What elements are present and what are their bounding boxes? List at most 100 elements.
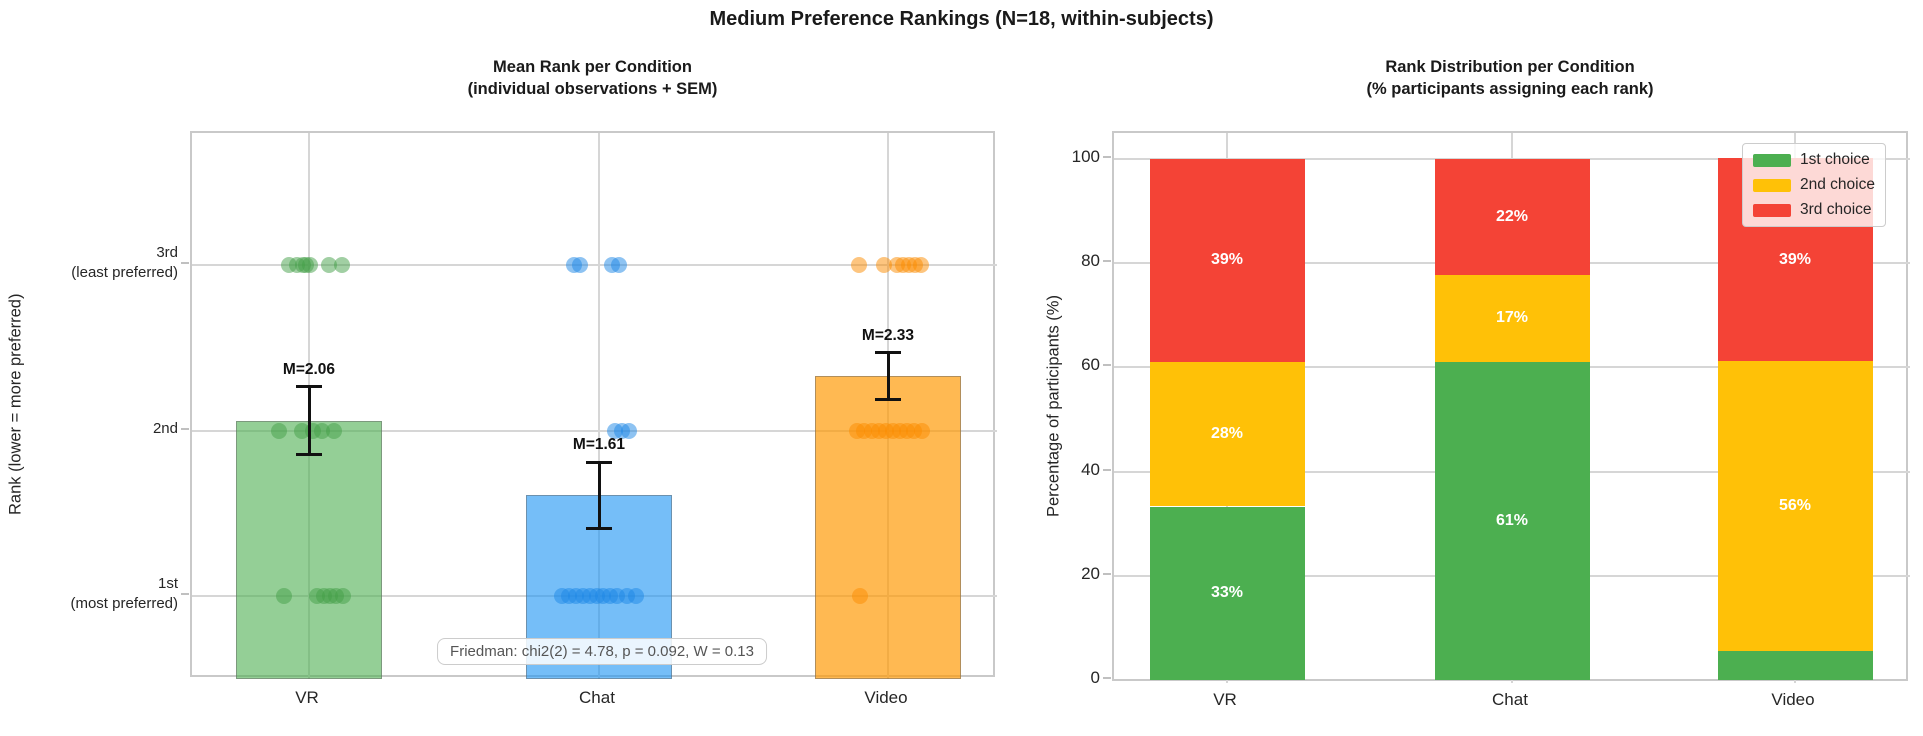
segment-video-1st (1717, 650, 1873, 680)
left-chart-title-line1: Mean Rank per Condition (493, 58, 692, 76)
mean-rank-axes: Friedman: chi2(2) = 4.78, p = 0.092, W =… (190, 131, 997, 679)
segment-label: 22% (1495, 207, 1529, 225)
mean-label: M=2.33 (861, 326, 915, 344)
xtick-label: Chat (1492, 690, 1528, 709)
y-tick-mark (1103, 677, 1111, 679)
observation-dot (628, 588, 644, 605)
segment-label: 33% (1210, 584, 1244, 602)
segment-label: 39% (1778, 250, 1812, 268)
xtick-label: Video (1771, 690, 1815, 709)
ytick-label: 80 (1081, 251, 1100, 271)
error-bar (597, 462, 601, 529)
right-chart-title: Rank Distribution per Condition (% parti… (1112, 56, 1908, 100)
legend: 1st choice 2nd choice 3rd choice (1742, 143, 1886, 227)
ytick-label: 0 (1090, 668, 1100, 687)
legend-entry-label: 1st choice (1800, 151, 1870, 168)
y-tick-mark (181, 262, 189, 265)
segment-vr-3rd (1149, 159, 1305, 362)
observation-dot (621, 422, 637, 439)
mean-label: M=2.06 (282, 360, 336, 378)
figure-title: Medium Preference Rankings (N=18, within… (709, 8, 1214, 30)
observation-dot (611, 257, 627, 274)
friedman-annotation: Friedman: chi2(2) = 4.78, p = 0.092, W =… (437, 638, 767, 665)
segment-label: 28% (1210, 425, 1244, 443)
y-tick-mark (1103, 572, 1111, 575)
ytick-label: 2nd (0, 419, 178, 439)
ytick-label-line: (most preferred) (70, 595, 178, 613)
ytick-label: 20 (1081, 563, 1100, 583)
right-chart-title-line2: (% participants assigning each rank) (1366, 80, 1654, 98)
observation-dot (302, 257, 318, 274)
segment-label: 39% (1210, 251, 1244, 269)
ytick-label: 60 (1081, 355, 1100, 375)
xtick-label: VR (295, 688, 319, 707)
legend-entry: 3rd choice (1753, 201, 1875, 219)
observation-dot (321, 257, 337, 274)
y-tick-mark (1103, 364, 1111, 367)
bar-vr (236, 420, 382, 679)
ytick-label-line: (least preferred) (71, 264, 178, 282)
error-bar-cap (875, 351, 901, 355)
y-tick-mark (181, 427, 189, 430)
y-tick-mark (1103, 468, 1111, 471)
grid-line-h (192, 429, 997, 432)
error-bar-cap (296, 453, 322, 457)
ytick-label: 40 (1081, 459, 1100, 479)
segment-label: 56% (1778, 496, 1812, 514)
observation-dot (572, 257, 588, 274)
observation-dot (851, 257, 867, 274)
y-tick-mark (1103, 156, 1111, 158)
y-tick-mark (1103, 260, 1111, 263)
y-tick-mark (181, 593, 189, 596)
observation-dot (335, 588, 351, 605)
observation-dot (271, 422, 287, 439)
grid-line-v (598, 133, 600, 679)
segment-vr-1st (1149, 506, 1305, 680)
ytick-label-line: 2nd (152, 419, 178, 437)
observation-dot (913, 257, 929, 274)
legend-swatch-3rd (1753, 203, 1791, 217)
right-y-axis-label: Percentage of participants (%) (1044, 295, 1063, 517)
ytick-label: 1st (most preferred) (0, 574, 178, 614)
ytick-label: 3rd (least preferred) (0, 243, 178, 283)
left-chart-title-line2: (individual observations + SEM) (467, 80, 718, 98)
legend-swatch-1st (1753, 153, 1791, 167)
legend-entry: 2nd choice (1753, 176, 1875, 194)
segment-chat-3rd (1434, 159, 1590, 275)
xtick-label: VR (1213, 690, 1237, 709)
segment-label: 61% (1495, 511, 1529, 529)
legend-entry-label: 3rd choice (1800, 201, 1872, 218)
observation-dot (326, 422, 342, 439)
observation-dot (276, 588, 292, 605)
error-bar-cap (586, 526, 612, 530)
observation-dot (876, 257, 892, 274)
rank-distribution-axes: 33% 28% 39% 61% 17% 22% 56% 39% 1st choice 2nd ch… (1112, 131, 1910, 683)
error-bar (886, 352, 890, 400)
observation-dot (914, 422, 930, 439)
xtick-label: Video (864, 688, 908, 707)
ytick-label-line: 1st (157, 575, 178, 593)
legend-entry-label: 2nd choice (1800, 176, 1875, 193)
segment-label: 17% (1495, 309, 1529, 327)
error-bar-cap (875, 398, 901, 402)
ytick-label-line: 3rd (156, 244, 178, 262)
mean-label: M=1.61 (572, 436, 626, 454)
grid-line-h (192, 264, 997, 267)
segment-video-2nd (1717, 361, 1873, 651)
right-chart-title-line1: Rank Distribution per Condition (1385, 58, 1635, 76)
legend-swatch-2nd (1753, 178, 1791, 192)
bar-video (815, 376, 961, 679)
error-bar (307, 386, 311, 455)
error-bar-cap (296, 385, 322, 389)
segment-chat-2nd (1434, 274, 1590, 362)
error-bar-cap (586, 460, 612, 464)
xtick-label: Chat (579, 688, 615, 707)
segment-chat-1st (1434, 361, 1590, 680)
legend-entry: 1st choice (1753, 151, 1875, 169)
left-chart-title: Mean Rank per Condition (individual obse… (190, 56, 995, 100)
segment-vr-2nd (1149, 361, 1305, 507)
observation-dot (852, 588, 868, 605)
observation-dot (334, 257, 350, 274)
ytick-label: 100 (1071, 147, 1100, 166)
